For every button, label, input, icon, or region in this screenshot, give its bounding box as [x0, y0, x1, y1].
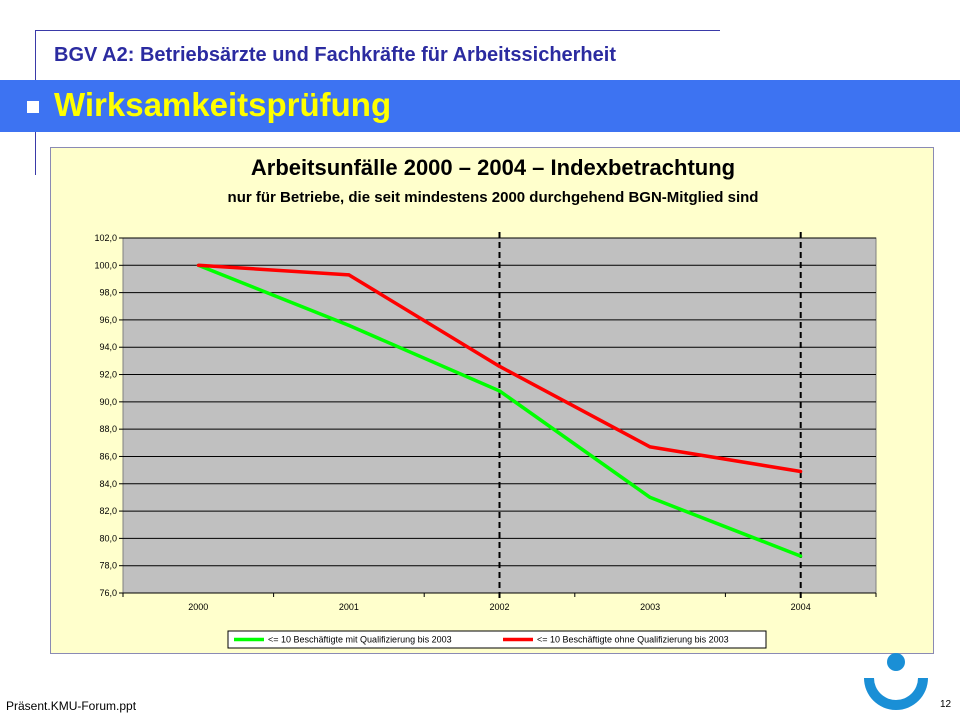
section-title: Wirksamkeitsprüfung — [54, 86, 392, 123]
y-tick-label: 80,0 — [99, 533, 117, 543]
y-tick-label: 100,0 — [94, 260, 117, 270]
x-tick-label: 2003 — [640, 602, 660, 612]
line-chart: 76,0 78,0 80,0 82,0 84,0 86,0 88,0 90,0 92,0 94,0… — [94, 232, 877, 649]
y-tick-label: 90,0 — [99, 397, 117, 407]
series-2-point — [648, 445, 652, 449]
legend-label-1: <= 10 Beschäftigte mit Qualifizierung bi… — [268, 635, 452, 645]
series-2-point — [799, 469, 803, 474]
chart-subtitle: nur für Betriebe, die seit mindestens 20… — [227, 189, 759, 206]
y-tick-label: 96,0 — [99, 315, 117, 325]
legend-box — [227, 630, 767, 649]
y-tick-label: 88,0 — [99, 424, 117, 434]
chart-title: Arbeitsunfälle 2000 – 2004 – Indexbetrac… — [250, 155, 736, 180]
page-number: 12 — [940, 699, 952, 710]
series-2-point — [196, 263, 200, 267]
x-tick-label: 2000 — [188, 602, 208, 612]
y-tick-label: 102,0 — [94, 233, 117, 243]
footer-filename: Präsent.KMU-Forum.ppt — [6, 699, 137, 713]
series-1-point — [497, 389, 502, 393]
y-tick-label: 92,0 — [99, 370, 117, 380]
y-tick-label: 94,0 — [99, 342, 117, 352]
section-band — [0, 80, 960, 132]
slide-header-title: BGV A2: Betriebsärzte und Fachkräfte für… — [54, 44, 616, 66]
series-2-point — [347, 273, 351, 277]
series-2-point — [497, 364, 502, 368]
square-bullet-icon — [27, 101, 39, 113]
y-tick-label: 84,0 — [99, 479, 117, 489]
y-tick-label: 78,0 — [99, 561, 117, 571]
x-tick-label: 2004 — [791, 602, 811, 612]
series-1-point — [648, 495, 652, 500]
bgn-logo-icon — [864, 653, 928, 710]
x-tick-label: 2001 — [339, 602, 359, 612]
x-tick-label: 2002 — [489, 602, 509, 612]
y-tick-label: 82,0 — [99, 506, 117, 516]
series-1-point — [347, 323, 351, 327]
y-tick-label: 86,0 — [99, 451, 117, 461]
header-rule — [35, 30, 720, 31]
series-1-point — [799, 554, 803, 558]
y-tick-label: 76,0 — [99, 588, 117, 598]
legend-label-2: <= 10 Beschäftigte ohne Qualifizierung b… — [537, 635, 729, 645]
y-tick-label: 98,0 — [99, 288, 117, 298]
